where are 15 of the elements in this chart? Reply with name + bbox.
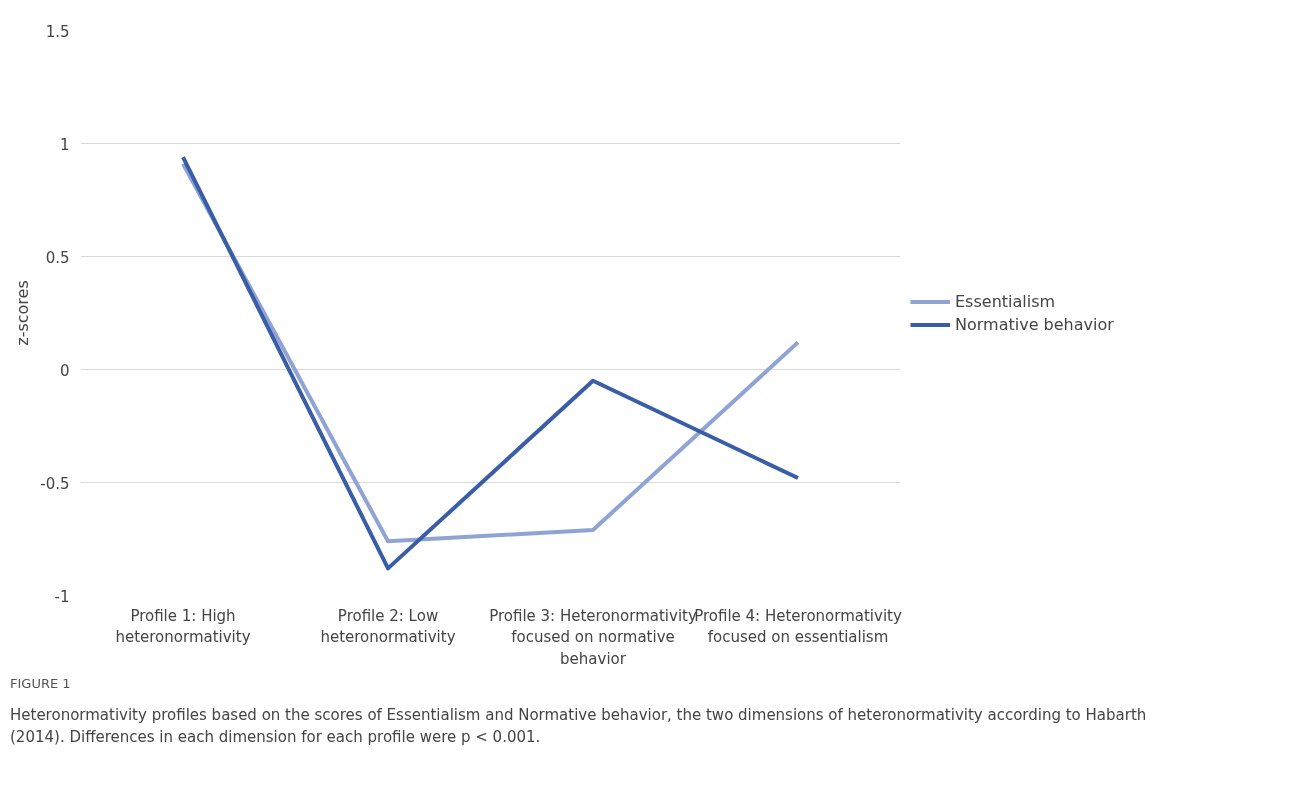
y-tick-label: 0 [59,361,70,380]
caption: FIGURE 1 [10,675,71,693]
x-tick-label: Profile 2: Low heteronormativity [320,606,456,647]
x-tick-label: Profile 4: Heteronormativity focused on essentialism [694,606,902,647]
y-axis-title: z-scores [13,280,33,346]
y-tick-label: -1 [54,587,70,606]
text: Heteronormativity profiles based on the scores of Essentialism and Normative behavior, the two dimensions of heteronormativity according to Habarth (2014). Differences in each dimension for each profile were p < 0.001. [10,704,1148,749]
y-tick-label: 1 [59,135,70,154]
y-tick-label: 0.5 [45,248,70,267]
x-tick-label: Profile 3: Heteronormativity focused on normative behavior [489,606,697,668]
x-tick-label: Profile 1: High heteronormativity [115,606,251,647]
y-tick-label: 1.5 [45,22,70,41]
legend-label: Essentialism [955,291,1056,311]
y-tick-label: -0.5 [40,474,70,493]
legend-label: Normative behavior [955,314,1114,334]
